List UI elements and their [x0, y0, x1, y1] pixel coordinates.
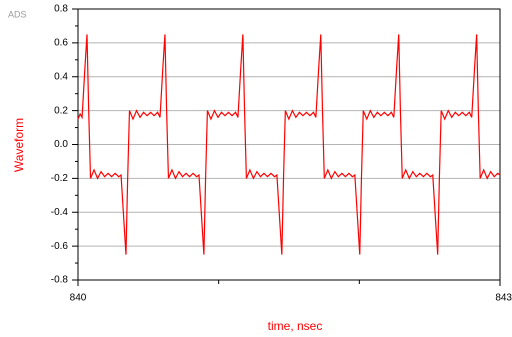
plot-frame — [77, 8, 501, 281]
y-tick-label: -0.2 — [51, 173, 69, 184]
y-tick-label: -0.4 — [51, 207, 69, 218]
y-axis-label: Waveform — [12, 118, 26, 172]
x-axis-label: time, nsec — [268, 319, 323, 333]
x-tick-label: 840 — [70, 293, 87, 304]
x-tick-label: 843 — [495, 293, 512, 304]
watermark: ADS — [8, 9, 27, 19]
y-tick-label: -0.6 — [51, 241, 69, 252]
y-tick-label: -0.8 — [51, 275, 69, 286]
y-tick-label: 0.0 — [54, 139, 68, 150]
line-series — [77, 34, 501, 255]
y-tick-label: 0.2 — [54, 105, 68, 116]
y-tick-label: 0.6 — [54, 38, 68, 49]
y-tick-label: 0.8 — [54, 4, 68, 15]
y-tick-label: 0.4 — [54, 71, 68, 82]
